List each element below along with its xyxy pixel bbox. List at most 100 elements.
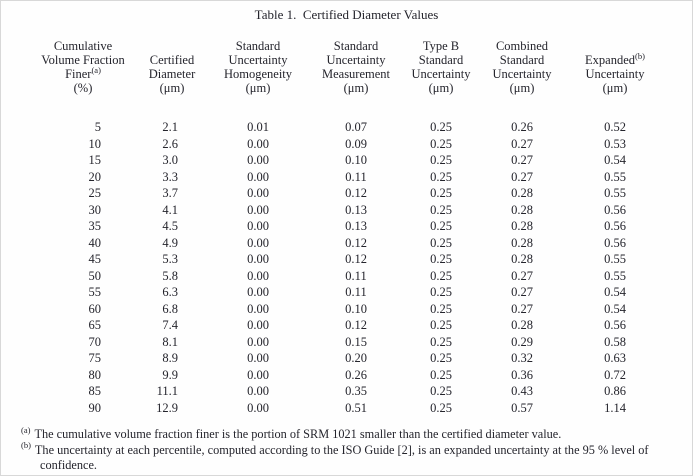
table-row: 70 8.1 0.00 0.15 0.25 0.29 0.58 — [27, 334, 667, 351]
table-cell: 0.00 — [247, 367, 269, 382]
table-cell: 0.29 — [511, 334, 533, 349]
table-cell: 0.00 — [247, 351, 269, 365]
table-cell: 0.00 — [247, 219, 269, 233]
table-cell: 30 — [88, 202, 102, 217]
table-cell: 80 — [88, 367, 102, 382]
table-cell: 0.26 — [511, 120, 533, 134]
table-cell: 0.27 — [511, 169, 533, 184]
table-cell: 0.25 — [430, 169, 452, 184]
table-cell: 0.27 — [511, 301, 533, 316]
table-cell: 7.4 — [162, 318, 178, 332]
table-cell: 0.26 — [345, 367, 367, 382]
table-cell: 0.00 — [247, 153, 269, 167]
col-header-certified-diameter: Certified Diameter (μm) — [139, 39, 205, 119]
table-cell: 0.12 — [345, 235, 367, 250]
table-cell: 0.00 — [247, 169, 269, 184]
table-cell: 0.56 — [604, 202, 626, 217]
table-cell: 2.6 — [162, 136, 178, 151]
table-row: 45 5.3 0.00 0.12 0.25 0.28 0.55 — [27, 251, 667, 268]
table-row: 80 9.9 0.00 0.26 0.25 0.36 0.72 — [27, 367, 667, 384]
table-cell: 0.25 — [430, 384, 452, 398]
table-cell: 0.00 — [247, 202, 269, 217]
table-cell: 0.00 — [247, 285, 269, 299]
header-unit: (μm) — [602, 81, 628, 95]
table-cell: 0.28 — [511, 235, 533, 250]
table-cell: 85 — [88, 384, 102, 398]
table-cell: 5.8 — [162, 268, 178, 283]
table-cell: 0.25 — [430, 252, 452, 266]
table-cell: 0.25 — [430, 301, 452, 316]
table-cell: 0.25 — [430, 318, 452, 332]
header-line: Certified — [149, 53, 195, 67]
table-cell: 0.25 — [430, 153, 452, 167]
table-row: 55 6.3 0.00 0.11 0.25 0.27 0.54 — [27, 284, 667, 301]
table-cell: 0.56 — [604, 318, 626, 332]
table-cell: 0.00 — [247, 301, 269, 316]
table-cell: 3.0 — [162, 153, 178, 167]
table-row: 5 2.1 0.01 0.07 0.25 0.26 0.52 — [27, 119, 667, 136]
table-cell: 90 — [88, 400, 102, 415]
footnote-ref-a: (a) — [91, 64, 101, 75]
table-cell: 0.27 — [511, 153, 533, 167]
table-cell: 2.1 — [162, 120, 178, 134]
table-cell: 0.28 — [511, 202, 533, 217]
table-row: 35 4.5 0.00 0.13 0.25 0.28 0.56 — [27, 218, 667, 235]
col-header-cumulative-volume-fraction-finer: Cumulative Volume Fraction Finer(a) (%) — [27, 39, 139, 119]
table-cell: 0.28 — [511, 186, 533, 200]
table-cell: 9.9 — [162, 367, 178, 382]
header-line: Uncertainty — [411, 67, 471, 81]
table-row: 20 3.3 0.00 0.11 0.25 0.27 0.55 — [27, 169, 667, 186]
header-line: Cumulative — [53, 39, 113, 53]
footnote-a-marker: (a) — [21, 424, 31, 435]
table-cell: 0.12 — [345, 318, 367, 332]
table-row: 75 8.9 0.00 0.20 0.25 0.32 0.63 — [27, 350, 667, 367]
table-cell: 10 — [88, 136, 102, 151]
table-row: 50 5.8 0.00 0.11 0.25 0.27 0.55 — [27, 268, 667, 285]
table-row: 90 12.9 0.00 0.51 0.25 0.57 1.14 — [27, 400, 667, 417]
table-cell: 25 — [88, 186, 102, 200]
table-cell: 0.25 — [430, 120, 452, 134]
header-unit: (μm) — [428, 81, 454, 95]
table-cell: 8.1 — [162, 334, 178, 349]
table-cell: 0.54 — [604, 153, 626, 167]
table-cell: 0.12 — [345, 186, 367, 200]
table-cell: 0.09 — [345, 136, 367, 151]
table-cell: 6.3 — [162, 285, 178, 299]
table-cell: 0.53 — [604, 136, 626, 151]
table-title: Table 1. Certified Diameter Values — [254, 7, 439, 22]
table-cell: 0.25 — [430, 235, 452, 250]
table-cell: 0.11 — [345, 268, 367, 283]
header-line: Standard — [418, 53, 464, 67]
table-cell: 0.51 — [345, 400, 367, 415]
table-header-row: Cumulative Volume Fraction Finer(a) (%) … — [27, 39, 667, 119]
table-cell: 0.25 — [430, 285, 452, 299]
table-cell: 0.52 — [604, 120, 626, 134]
header-line: Type B — [422, 39, 460, 53]
table-cell: 0.28 — [511, 219, 533, 233]
header-line: Finer(a) — [27, 64, 139, 81]
table-cell: 5 — [94, 120, 101, 134]
table-cell: 0.00 — [247, 252, 269, 266]
table-cell: 0.43 — [511, 384, 533, 398]
table-cell: 0.56 — [604, 219, 626, 233]
table-cell: 0.20 — [345, 351, 367, 365]
header-line: Standard — [235, 39, 281, 53]
table-cell: 0.27 — [511, 285, 533, 299]
table-cell: 0.00 — [247, 235, 269, 250]
header-line: Uncertainty — [492, 67, 552, 81]
table-cell: 0.27 — [511, 268, 533, 283]
table-cell: 75 — [88, 351, 102, 365]
table-cell: 0.35 — [345, 384, 367, 398]
table-cell: 0.25 — [430, 400, 452, 415]
footnote-b: (b) The uncertainty at each percentile, c… — [21, 441, 676, 474]
table-cell: 0.63 — [604, 351, 626, 365]
table-cell: 0.27 — [511, 136, 533, 151]
table-cell: 12.9 — [156, 400, 178, 415]
col-header-expanded-uncertainty: Expanded(b) Uncertainty (μm) — [563, 39, 667, 119]
table-cell: 35 — [88, 219, 102, 233]
table-cell: 0.10 — [345, 301, 367, 316]
table-cell: 0.00 — [247, 318, 269, 332]
table-cell: 0.00 — [247, 268, 269, 283]
table-body: 5 2.1 0.01 0.07 0.25 0.26 0.52 10 2.6 0.00 0.09 0.2… — [27, 119, 667, 416]
footnote-a: (a) The cumulative volume fraction finer … — [21, 424, 676, 443]
